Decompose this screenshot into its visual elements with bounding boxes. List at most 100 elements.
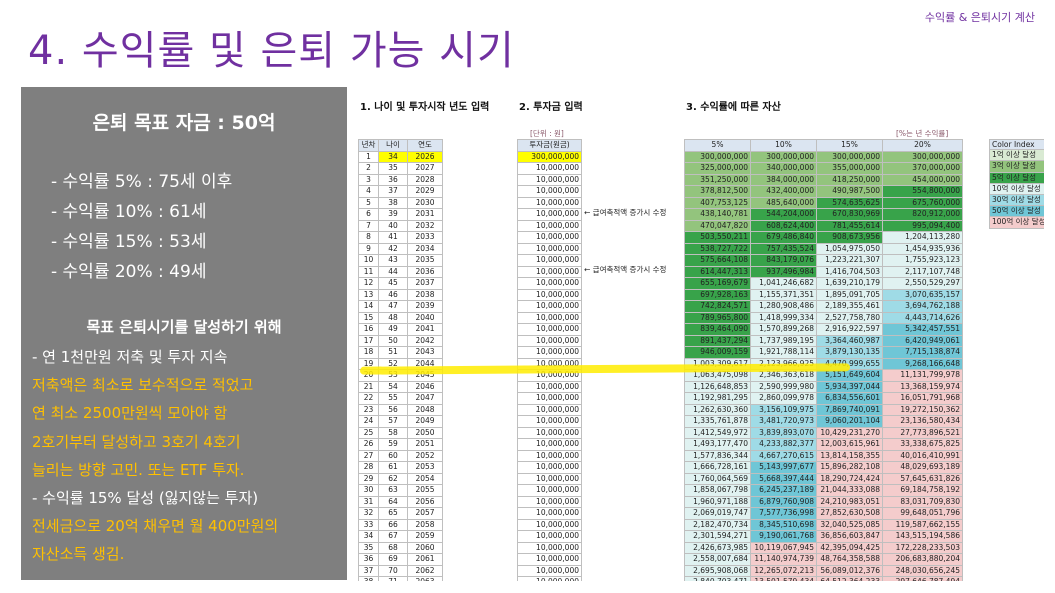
- table-row: 2,069,019,747 7,577,736,998 27,852,630,508…: [684, 507, 963, 520]
- asset-cell: 1,041,246,682: [750, 277, 817, 290]
- asset-cell: 36,856,603,847: [816, 530, 883, 543]
- asset-table: 5% 10% 15% 20% 300,000,000 300,000,000 300,000…: [684, 139, 963, 581]
- year-cell: 2062: [407, 564, 443, 577]
- plan-line: - 연 1천만원 저축 및 투자 지속: [32, 348, 228, 366]
- year-index-cell: 5: [358, 196, 379, 209]
- legend-title: Color Index: [989, 139, 1044, 151]
- table-row: 10,000,000: [517, 334, 582, 347]
- year-index-cell: 34: [358, 530, 379, 543]
- table-row: 24 57 2049: [358, 415, 443, 428]
- investment-cell: 10,000,000: [517, 553, 582, 566]
- investment-cell: 10,000,000: [517, 242, 582, 255]
- table-row: 37 70 2062: [358, 564, 443, 577]
- legend-entry: 30억 이상 달성: [989, 194, 1044, 207]
- asset-cell: 2,860,099,978: [750, 392, 817, 405]
- asset-cell: 300,000,000: [882, 150, 963, 163]
- plan-line: 연 최소 2500만원씩 모아야 함: [32, 404, 228, 423]
- year-index-cell: 27: [358, 449, 379, 462]
- asset-cell: 5,143,997,677: [750, 461, 817, 474]
- age-cell: 64: [378, 495, 408, 508]
- table-row: 10,000,000: [517, 415, 582, 428]
- age-cell: 39: [378, 208, 408, 221]
- rate-item: - 수익률 20% : 49세: [51, 262, 207, 282]
- table-row: 2,301,594,271 9,190,061,768 36,856,603,847…: [684, 530, 963, 543]
- asset-cell: 490,987,500: [816, 185, 883, 198]
- investment-cell: 10,000,000: [517, 495, 582, 508]
- asset-cell: 2,916,922,597: [816, 323, 883, 336]
- asset-cell: 4,667,270,615: [750, 449, 817, 462]
- table-row: 31 64 2056: [358, 495, 443, 508]
- plan-title: 목표 은퇴시기를 달성하기 위해: [86, 318, 282, 336]
- age-cell: 58: [378, 426, 408, 439]
- asset-cell: 9,268,166,648: [882, 357, 963, 370]
- asset-cell: 908,673,956: [816, 231, 883, 244]
- investment-cell: 10,000,000: [517, 507, 582, 520]
- table-row: 575,664,108 843,179,076 1,223,221,307 1,755…: [684, 254, 963, 267]
- asset-cell: 3,364,460,987: [816, 334, 883, 347]
- table-row: 1,126,648,853 2,590,999,980 5,934,397,044 1…: [684, 380, 963, 393]
- note-salary-2: ← 급여축적액 증가시 수정: [584, 265, 667, 274]
- asset-cell: 27,773,896,521: [882, 426, 963, 439]
- asset-cell: 6,879,760,908: [750, 495, 817, 508]
- table-row: 10,000,000: [517, 219, 582, 232]
- asset-cell: 407,753,125: [684, 196, 751, 209]
- asset-cell: 12,265,072,213: [750, 564, 817, 577]
- table-row: 2,840,703,47113,501,579,43464,512,364,23…: [684, 576, 963, 581]
- asset-cell: 2,840,703,471: [684, 576, 751, 581]
- table-row: 891,437,294 1,737,989,195 3,364,460,987 6,4…: [684, 334, 963, 347]
- year-cell: 2028: [407, 173, 443, 186]
- column-header: 연도: [407, 139, 443, 152]
- investment-table: 투자금(원금) 300,000,000 10,000,000 10,000,000 10…: [517, 139, 582, 581]
- age-cell: 38: [378, 196, 408, 209]
- asset-cell: 2,182,470,734: [684, 518, 751, 531]
- year-cell: 2039: [407, 300, 443, 313]
- year-cell: 2054: [407, 472, 443, 485]
- year-index-cell: 6: [358, 208, 379, 221]
- plan-line: 2호기부터 달성하고 3호기 4호기: [32, 432, 241, 451]
- investment-cell: 10,000,000: [517, 449, 582, 462]
- year-cell: 2051: [407, 438, 443, 451]
- asset-cell: 995,094,400: [882, 219, 963, 232]
- asset-cell: 6,834,556,601: [816, 392, 883, 405]
- investment-cell: 10,000,000: [517, 208, 582, 221]
- table-row: 655,169,679 1,041,246,682 1,639,210,179 2,5…: [684, 277, 963, 290]
- year-cell: 2052: [407, 449, 443, 462]
- age-cell: 51: [378, 346, 408, 359]
- asset-cell: 10,119,067,945: [750, 541, 817, 554]
- asset-cell: 6,245,237,189: [750, 484, 817, 497]
- asset-cell: 2,301,594,271: [684, 530, 751, 543]
- asset-cell: 40,016,410,991: [882, 449, 963, 462]
- asset-cell: 575,664,108: [684, 254, 751, 267]
- investment-cell: 10,000,000: [517, 196, 582, 209]
- table-row: 29 62 2054: [358, 472, 443, 485]
- asset-cell: 2,069,019,747: [684, 507, 751, 520]
- table-row: 1,960,971,188 6,879,760,908 24,210,983,051…: [684, 495, 963, 508]
- table-row: 300,000,000: [517, 150, 582, 163]
- asset-cell: 574,635,625: [816, 196, 883, 209]
- asset-cell: 325,000,000: [684, 162, 751, 175]
- table-row: 18 51 2043: [358, 346, 443, 359]
- table-row: 1,063,475,098 2,346,363,618 5,151,649,604 1…: [684, 369, 963, 382]
- age-table: 년차 나이 연도 1 34 2026 2 35 2027 3 36 2028 4 37 2029 5 38 203…: [358, 139, 443, 581]
- asset-cell: 503,550,211: [684, 231, 751, 244]
- asset-cell: 946,009,159: [684, 346, 751, 359]
- table-row: 1,577,836,344 4,667,270,615 13,814,158,355…: [684, 449, 963, 462]
- table-row: 28 61 2053: [358, 461, 443, 474]
- table-row: 4 37 2029: [358, 185, 443, 198]
- table-row: 10,000,000: [517, 472, 582, 485]
- table-row: 10,000,000: [517, 277, 582, 290]
- asset-cell: 3,481,720,973: [750, 415, 817, 428]
- year-cell: 2031: [407, 208, 443, 221]
- asset-cell: 19,272,150,362: [882, 403, 963, 416]
- asset-cell: 13,814,158,355: [816, 449, 883, 462]
- asset-cell: 757,435,524: [750, 242, 817, 255]
- table-row: 2,182,470,734 8,345,510,698 32,040,525,085…: [684, 518, 963, 531]
- column-header: 투자금(원금): [517, 139, 582, 152]
- table-row: 10,000,000: [517, 518, 582, 531]
- investment-cell: 10,000,000: [517, 265, 582, 278]
- asset-cell: 670,830,969: [816, 208, 883, 221]
- table-row: 10,000,000: [517, 426, 582, 439]
- asset-cell: 454,000,000: [882, 173, 963, 186]
- year-cell: 2033: [407, 231, 443, 244]
- investment-cell: 10,000,000: [517, 461, 582, 474]
